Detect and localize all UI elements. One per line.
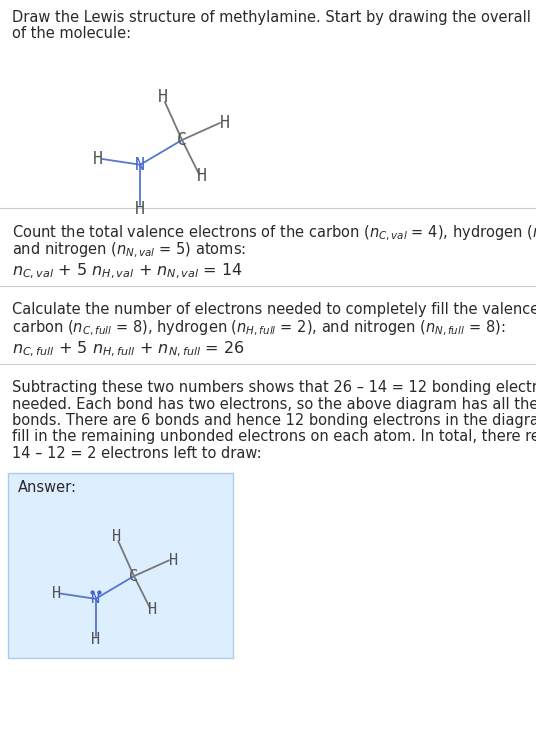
- Text: H: H: [135, 201, 145, 218]
- Text: Count the total valence electrons of the carbon ($n_{C,val}$ = 4), hydrogen ($n_: Count the total valence electrons of the…: [12, 224, 536, 244]
- Text: N: N: [135, 156, 145, 173]
- Text: H: H: [91, 632, 100, 647]
- Text: 14 – 12 = 2 electrons left to draw:: 14 – 12 = 2 electrons left to draw:: [12, 446, 262, 461]
- Text: H: H: [158, 89, 168, 106]
- Text: $n_{C,full}$ + 5 $n_{H,full}$ + $n_{N,full}$ = 26: $n_{C,full}$ + 5 $n_{H,full}$ + $n_{N,fu…: [12, 340, 245, 359]
- Text: $n_{C,val}$ + 5 $n_{H,val}$ + $n_{N,val}$ = 14: $n_{C,val}$ + 5 $n_{H,val}$ + $n_{N,val}…: [12, 262, 243, 281]
- Text: H: H: [220, 114, 230, 132]
- Text: H: H: [92, 150, 102, 168]
- Text: Draw the Lewis structure of methylamine. Start by drawing the overall structure: Draw the Lewis structure of methylamine.…: [12, 10, 536, 25]
- Text: H: H: [51, 586, 61, 601]
- Text: C: C: [177, 131, 187, 149]
- FancyBboxPatch shape: [8, 472, 233, 658]
- Text: Answer:: Answer:: [18, 480, 77, 495]
- Text: fill in the remaining unbonded electrons on each atom. In total, there remain: fill in the remaining unbonded electrons…: [12, 430, 536, 444]
- Text: and nitrogen ($n_{N,val}$ = 5) atoms:: and nitrogen ($n_{N,val}$ = 5) atoms:: [12, 241, 246, 261]
- Text: N: N: [91, 591, 100, 607]
- Text: Subtracting these two numbers shows that 26 – 14 = 12 bonding electrons are: Subtracting these two numbers shows that…: [12, 380, 536, 395]
- Text: C: C: [129, 568, 139, 584]
- Text: H: H: [197, 167, 207, 185]
- Text: of the molecule:: of the molecule:: [12, 26, 131, 41]
- Text: needed. Each bond has two electrons, so the above diagram has all the necessary: needed. Each bond has two electrons, so …: [12, 396, 536, 412]
- Text: Calculate the number of electrons needed to completely fill the valence shells f: Calculate the number of electrons needed…: [12, 302, 536, 317]
- Text: H: H: [112, 529, 121, 544]
- Text: H: H: [169, 553, 178, 568]
- Text: bonds. There are 6 bonds and hence 12 bonding electrons in the diagram. Lastly,: bonds. There are 6 bonds and hence 12 bo…: [12, 413, 536, 428]
- Text: H: H: [148, 601, 157, 617]
- Text: carbon ($n_{C,full}$ = 8), hydrogen ($n_{H,full}$ = 2), and nitrogen ($n_{N,full: carbon ($n_{C,full}$ = 8), hydrogen ($n_…: [12, 319, 505, 338]
